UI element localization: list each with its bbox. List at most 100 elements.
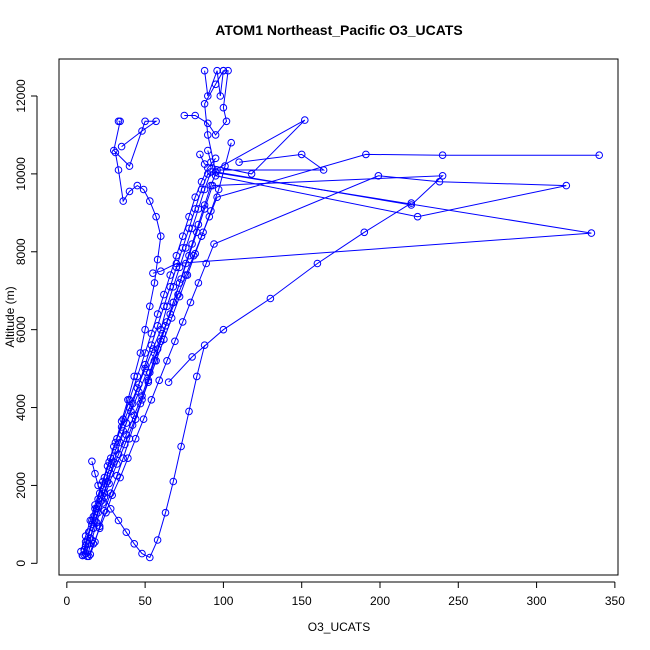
data-point [106, 505, 115, 513]
data-point [110, 458, 118, 466]
data-point [108, 491, 116, 500]
data-point [147, 341, 156, 350]
data-point [136, 399, 145, 408]
data-point [313, 259, 322, 268]
data-point [146, 553, 154, 562]
data-point [146, 197, 154, 205]
data-point [160, 302, 168, 311]
series-2 [81, 66, 447, 558]
data-point [91, 538, 99, 546]
data-point [86, 550, 95, 559]
data-point [150, 357, 159, 365]
data-point [110, 146, 118, 155]
data-point [135, 388, 143, 396]
data-point [164, 378, 173, 387]
data-point [169, 298, 178, 307]
data-point [157, 267, 165, 276]
data-point [111, 446, 120, 455]
data-point [100, 493, 109, 501]
series-5 [83, 138, 235, 561]
data-point [207, 158, 215, 166]
data-point [166, 283, 174, 291]
data-point [183, 271, 192, 279]
series-3 [77, 168, 596, 556]
series-13 [180, 66, 232, 139]
data-point [595, 151, 604, 159]
data-point [150, 279, 159, 287]
data-point [153, 322, 162, 330]
data-point [200, 100, 209, 108]
data-point [99, 477, 107, 486]
data-point [81, 542, 90, 550]
data-point [116, 438, 124, 447]
data-point [413, 212, 422, 221]
data-point [86, 534, 95, 542]
data-point [94, 481, 102, 490]
data-point [153, 255, 162, 264]
data-point [175, 279, 184, 287]
data-point [219, 103, 228, 112]
data-point [178, 244, 187, 252]
data-point [197, 232, 206, 240]
data-point [125, 187, 134, 196]
data-point [91, 469, 99, 478]
data-point [152, 117, 160, 126]
data-point [102, 508, 110, 517]
data-point [138, 396, 146, 404]
data-point [141, 360, 149, 369]
data-point [204, 92, 212, 100]
data-point [214, 185, 223, 194]
plot-frame [58, 58, 619, 576]
data-point [219, 66, 228, 75]
data-point [130, 372, 138, 381]
data-point [202, 259, 210, 268]
series-line [86, 142, 232, 557]
series-line [88, 150, 567, 557]
data-point [124, 396, 132, 404]
data-point [407, 199, 416, 207]
data-point [227, 138, 235, 147]
data-point [216, 92, 225, 100]
x-tick-label: 200 [370, 594, 390, 608]
data-point [163, 318, 171, 326]
series-4 [80, 150, 604, 559]
data-point [117, 142, 126, 151]
data-point [125, 434, 134, 443]
series-line [83, 153, 600, 555]
data-point [175, 292, 184, 301]
data-point [130, 540, 138, 548]
data-point [191, 205, 199, 213]
data-point [122, 528, 131, 537]
series-7 [81, 116, 309, 558]
y-tick-label: 4000 [14, 394, 28, 421]
data-point [435, 177, 444, 186]
series-line [89, 153, 326, 555]
data-point [301, 116, 309, 124]
data-point [141, 117, 149, 126]
data-point [124, 454, 132, 463]
y-axis: 0 2000 4000 6000 8000 10000 12000 [14, 79, 38, 567]
data-point [194, 279, 203, 287]
data-point [204, 131, 212, 139]
data-point [163, 357, 171, 365]
data-point [106, 489, 115, 498]
data-point [114, 166, 123, 174]
series-line [168, 202, 412, 383]
data-point [199, 228, 207, 237]
data-point [204, 170, 212, 178]
data-point [105, 458, 113, 466]
data-point [197, 185, 206, 194]
data-point [247, 170, 256, 178]
data-point [169, 477, 178, 486]
data-point [103, 477, 112, 486]
data-point [138, 127, 146, 135]
data-point [139, 185, 148, 194]
x-axis-label: O3_UCATS [308, 620, 370, 634]
data-point [185, 407, 193, 416]
data-point [374, 172, 383, 180]
data-point [138, 549, 146, 558]
data-point [116, 117, 124, 126]
data-point [111, 148, 120, 157]
series-line [91, 345, 206, 559]
